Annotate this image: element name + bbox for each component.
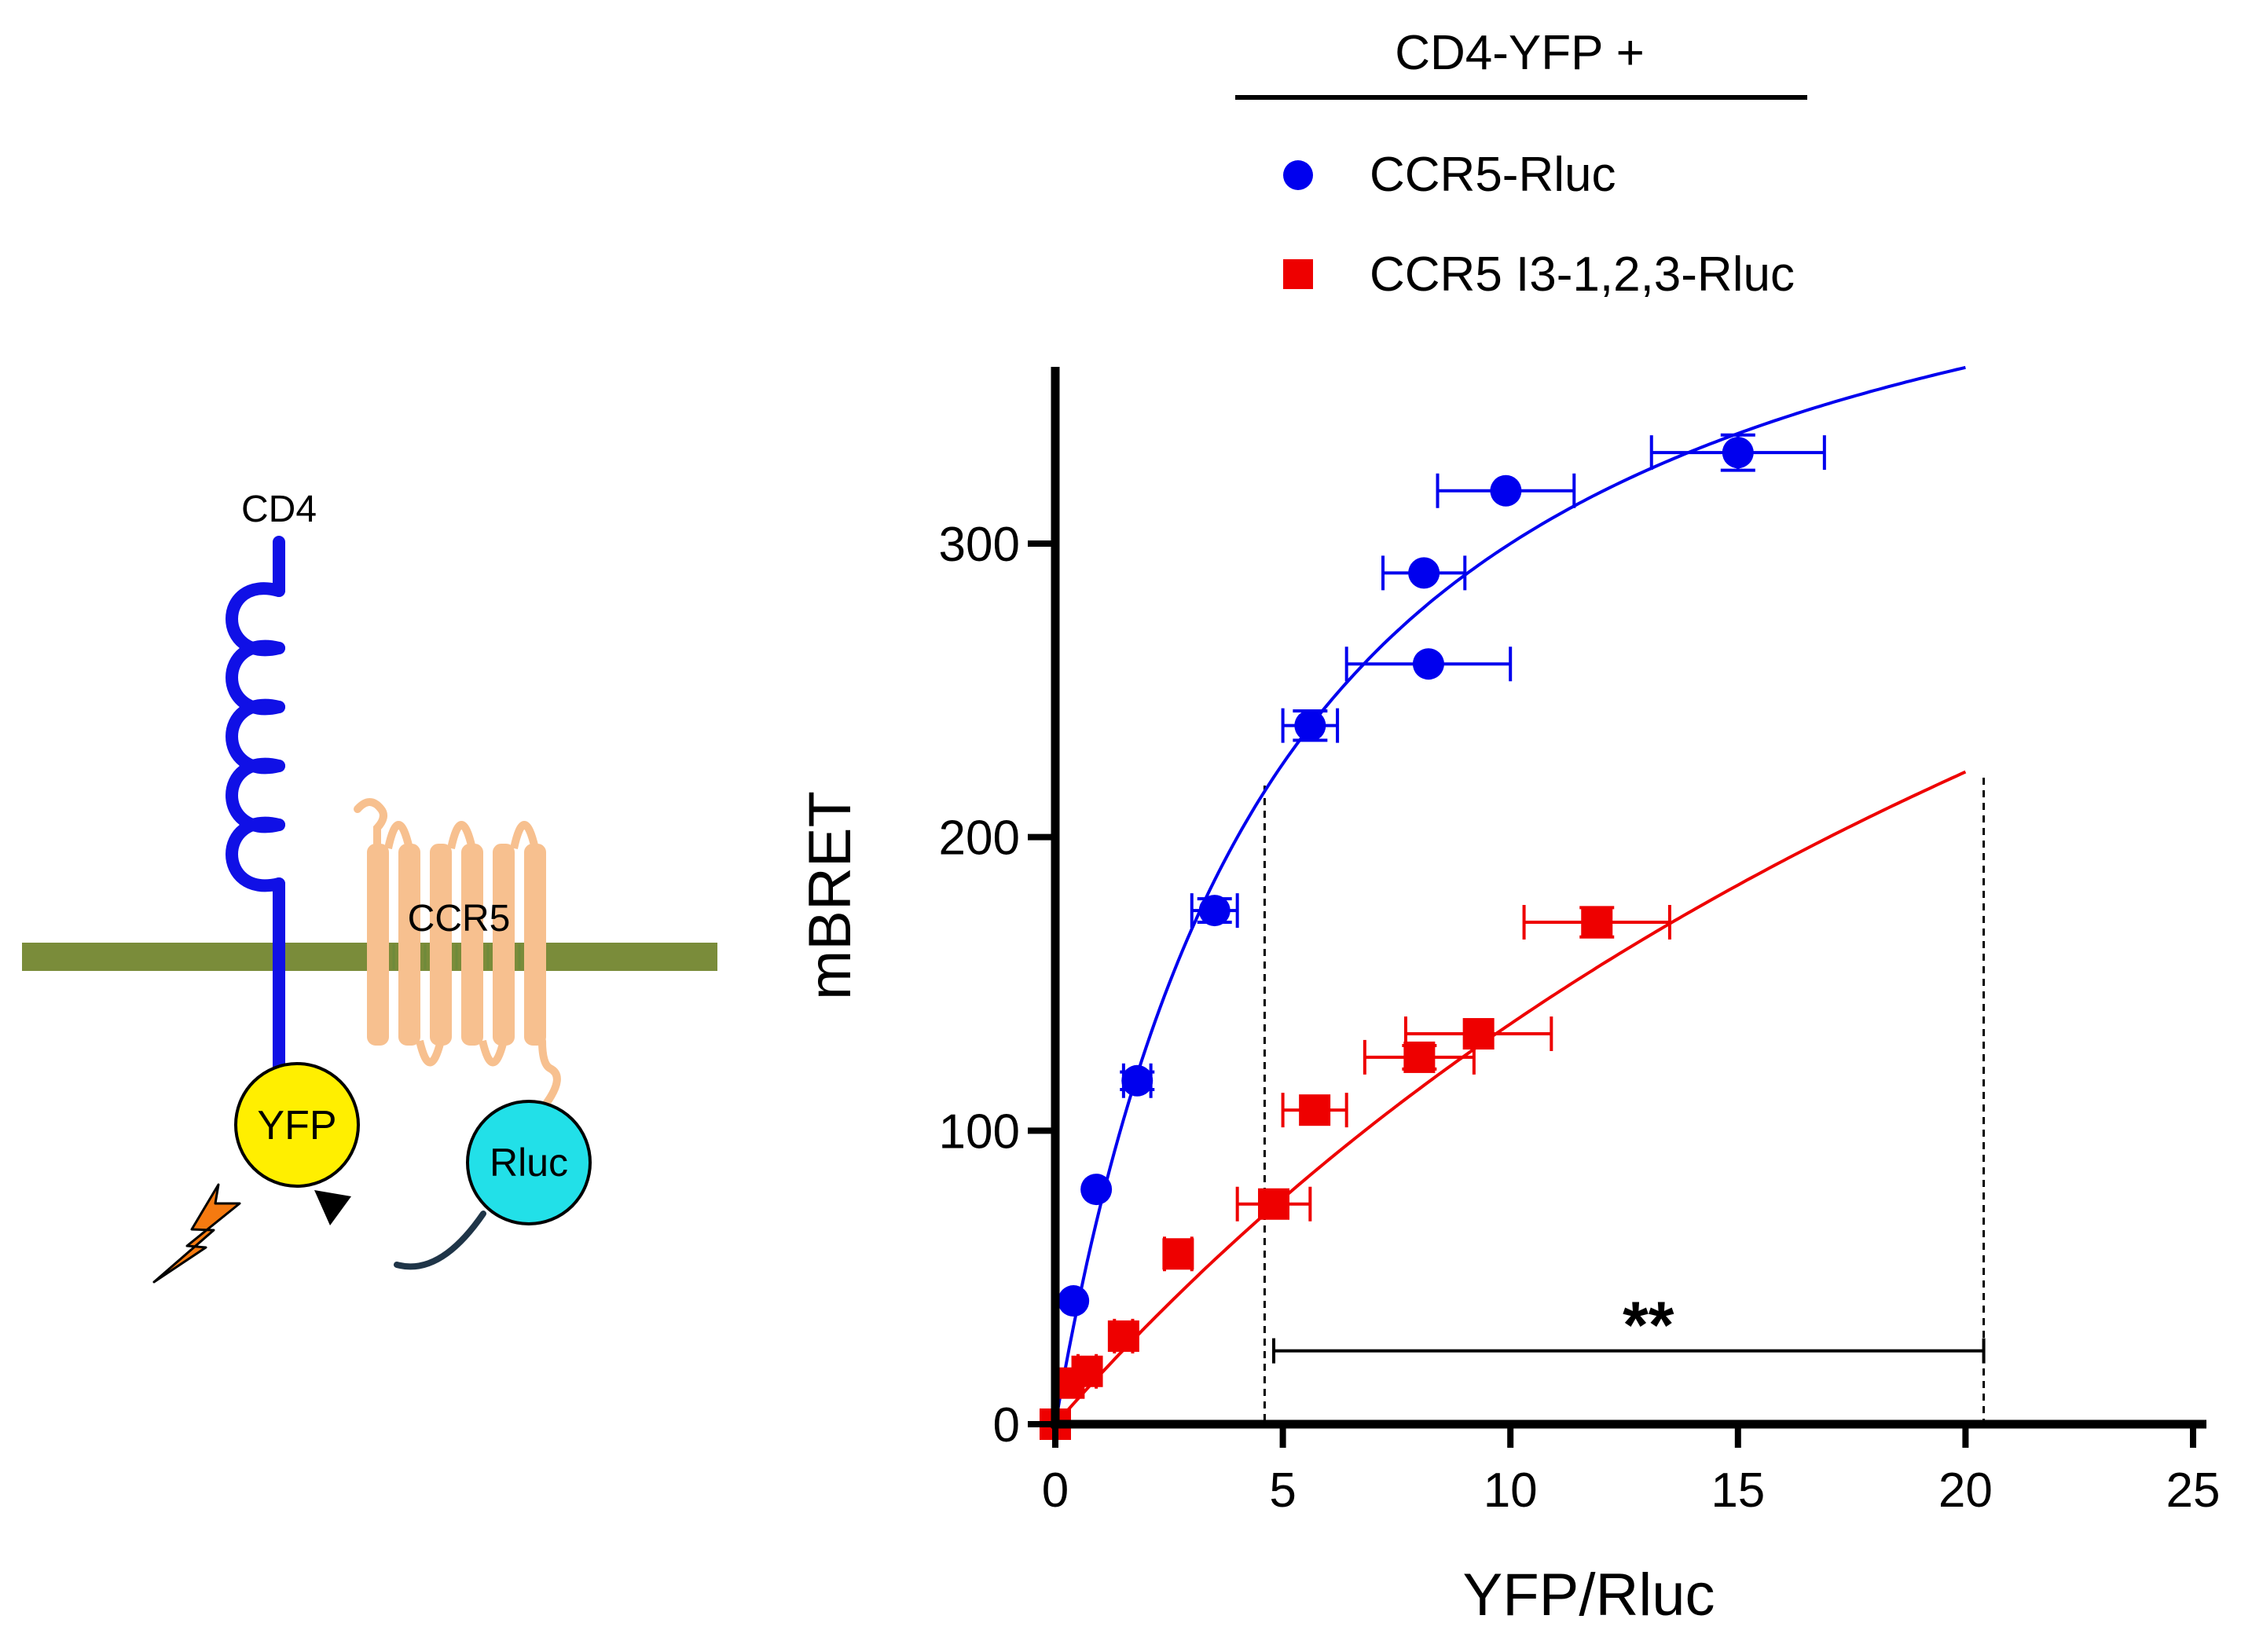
rluc-label: Rluc <box>490 1141 568 1185</box>
data-point-square <box>1581 907 1613 939</box>
legend-label-ccr5-i3-rluc: CCR5 I3-1,2,3-Rluc <box>1370 247 1795 302</box>
y-axis-title: mBRET <box>797 791 864 1000</box>
legend-label-ccr5-rluc: CCR5-Rluc <box>1370 148 1616 202</box>
data-point-square <box>1107 1320 1139 1352</box>
significance-annotation: ** <box>1272 1288 1986 1364</box>
data-point-square <box>1258 1188 1290 1220</box>
y-tick-label: 200 <box>939 811 1020 866</box>
yfp-label: YFP <box>257 1103 336 1148</box>
data-point-square <box>1071 1355 1103 1387</box>
ccr5-label: CCR5 <box>408 898 511 940</box>
x-tick-label: 5 <box>1269 1463 1296 1518</box>
data-point-circle <box>1722 437 1754 469</box>
legend-marker-square <box>1283 259 1313 289</box>
fit-curves <box>1054 365 1967 1426</box>
data-point-circle <box>1408 557 1440 589</box>
data-point-square <box>1403 1041 1436 1073</box>
energy-transfer-arrowhead-icon <box>314 1190 351 1225</box>
data-point-circle <box>1058 1285 1090 1317</box>
x-tick-label: 25 <box>2166 1463 2221 1518</box>
data-point-circle <box>1294 709 1326 742</box>
data-point-square <box>1162 1238 1194 1270</box>
data-point-circle <box>1121 1064 1154 1097</box>
lightning-bolt-icon <box>152 1183 241 1284</box>
yfp-circle <box>234 1062 360 1188</box>
x-tick-label: 20 <box>1938 1463 1993 1518</box>
bret-schematic: CCR5 CD4 YFP Rluc <box>22 489 717 1284</box>
cd4-protein <box>226 536 285 1075</box>
fit-curve-circle <box>1054 365 1966 1425</box>
significance-stars: ** <box>1623 1288 1674 1362</box>
data-point-circle <box>1198 895 1231 927</box>
y-tick-label: 300 <box>939 518 1020 572</box>
plot-underlay <box>1263 778 1986 1422</box>
data-point-circle <box>1490 474 1522 507</box>
x-tick-label: 15 <box>1711 1463 1765 1518</box>
data-point-square <box>1462 1018 1495 1050</box>
legend-header: CD4-YFP + <box>1395 26 1645 80</box>
x-axis-title: YFP/Rluc <box>1463 1562 1715 1628</box>
bret-saturation-chart: 0 5 10 15 20 25 0 100 200 300 ** YFP/Rluc mBRET <box>797 365 2221 1628</box>
data-point-circle <box>1412 648 1444 680</box>
y-tick-label: 0 <box>993 1398 1020 1452</box>
ccr5-receptor: CCR5 <box>354 798 561 1108</box>
legend-marker-circle <box>1283 160 1313 190</box>
cd4-label: CD4 <box>241 489 317 530</box>
y-tick-label: 100 <box>939 1104 1020 1159</box>
data-point-square <box>1299 1094 1331 1126</box>
x-tick-label: 0 <box>1042 1463 1069 1518</box>
rluc-circle <box>466 1100 592 1225</box>
x-tick-label: 10 <box>1484 1463 1538 1518</box>
rluc-linker <box>394 1211 486 1270</box>
data-point-circle <box>1080 1174 1113 1206</box>
fit-curve-square <box>1054 770 1967 1426</box>
legend: CD4-YFP + CCR5-Rluc CCR5 I3-1,2,3-Rluc <box>1235 26 1807 302</box>
axis-ticks: 0 5 10 15 20 25 0 100 200 300 <box>939 518 2221 1518</box>
